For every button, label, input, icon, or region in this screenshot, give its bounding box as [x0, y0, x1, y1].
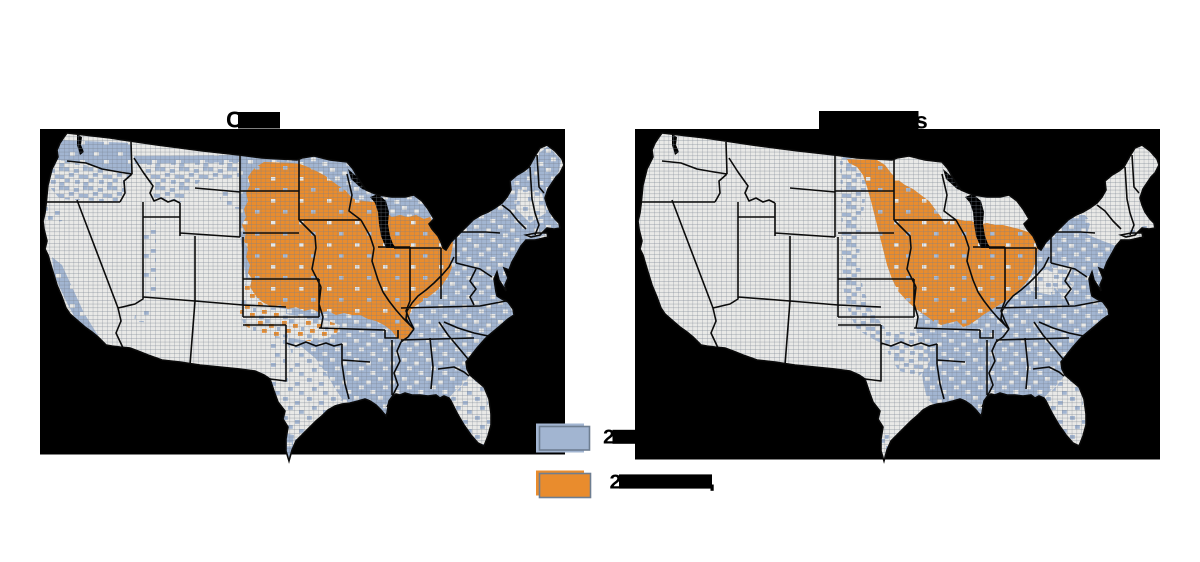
svg-text:s: s [915, 108, 928, 134]
svg-text:2: 2 [603, 426, 615, 448]
svg-text:2: 2 [610, 471, 622, 493]
